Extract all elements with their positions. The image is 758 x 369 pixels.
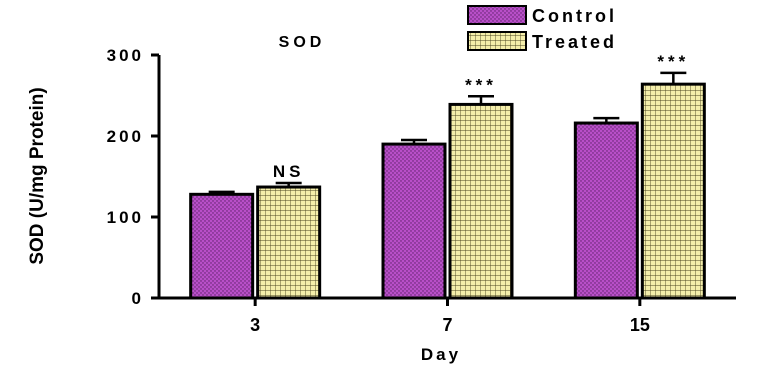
chart-title: SOD — [279, 34, 326, 51]
y-tick-label: 300 — [107, 46, 144, 65]
legend-swatch-control — [467, 5, 527, 25]
bar-control-day-7 — [381, 142, 447, 300]
y-tick-label: 0 — [132, 289, 144, 308]
x-tick-label: 3 — [250, 315, 260, 335]
legend-item-treated: Treated — [467, 31, 617, 52]
legend-label-control: Control — [532, 6, 617, 26]
x-axis-label: Day — [421, 345, 461, 364]
bar-treated-day-3 — [256, 185, 322, 300]
bar-control-day-3 — [189, 192, 255, 300]
legend-swatch-treated — [467, 31, 527, 51]
y-tick-label: 100 — [107, 208, 144, 227]
bar-treated-day-7 — [448, 102, 514, 300]
significance-label: *** — [657, 52, 689, 71]
plot-area: 0 100 200 300 3 NS 7 *** 15 *** — [107, 46, 736, 335]
legend-item-control: Control — [467, 5, 617, 26]
significance-label: *** — [465, 75, 497, 94]
bar-control-day-15 — [573, 121, 639, 300]
x-tick-label: 15 — [630, 315, 650, 335]
legend-label-treated: Treated — [532, 32, 617, 52]
y-tick-label: 200 — [107, 127, 144, 146]
bar-treated-day-15 — [640, 82, 706, 300]
legend: Control Treated — [467, 5, 617, 52]
x-tick-label: 7 — [442, 315, 452, 335]
significance-label: NS — [273, 162, 305, 181]
y-axis-label: SOD (U/mg Protein) — [27, 87, 48, 264]
